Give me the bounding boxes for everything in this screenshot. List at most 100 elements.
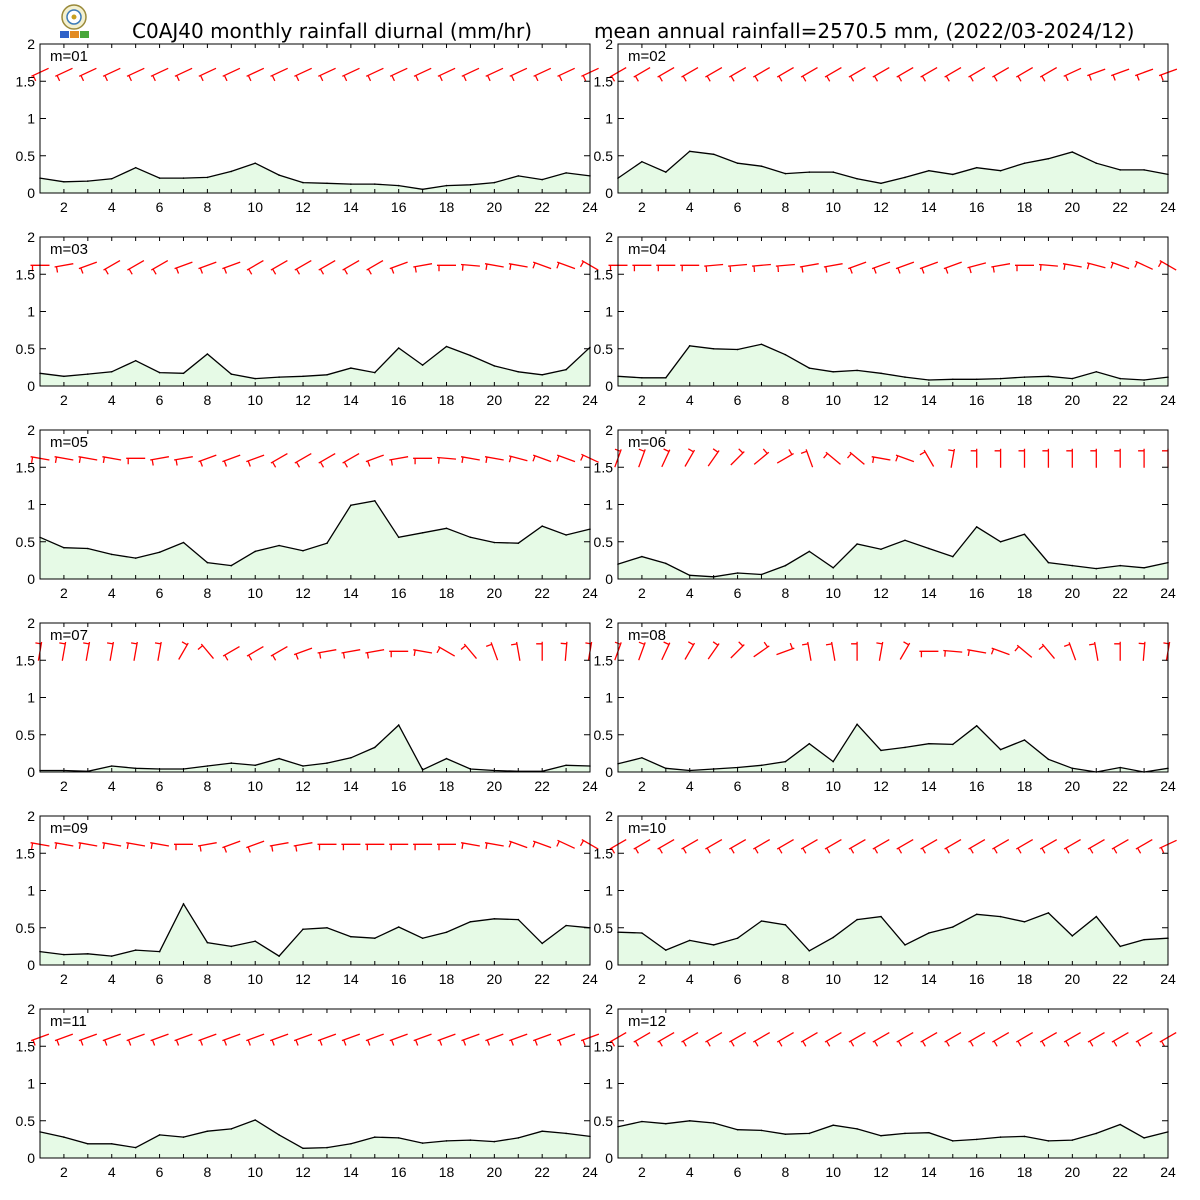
x-tick-label: 18 xyxy=(439,585,455,601)
wind-barb xyxy=(1066,448,1073,468)
data-point xyxy=(975,378,978,381)
wind-barb xyxy=(365,843,385,851)
data-point xyxy=(736,572,739,574)
data-point xyxy=(134,949,137,951)
data-point xyxy=(641,160,643,163)
x-tick-label: 10 xyxy=(825,585,841,601)
rainfall-line xyxy=(40,724,591,772)
plot-frame xyxy=(39,622,591,773)
x-tick-label: 14 xyxy=(343,1164,359,1180)
wind-barb xyxy=(944,839,962,854)
panel-label: m=09 xyxy=(50,820,88,837)
x-tick-label: 22 xyxy=(1112,392,1128,408)
wind-barb xyxy=(294,67,312,82)
wind-barb xyxy=(1114,641,1121,661)
wind-barb xyxy=(728,839,747,854)
x-tick-label: 6 xyxy=(156,392,164,408)
wind-barb xyxy=(222,1033,241,1046)
wind-barb xyxy=(270,67,288,82)
data-point xyxy=(87,1143,89,1145)
data-point xyxy=(374,183,376,185)
y-tick-label: 1 xyxy=(27,690,35,706)
data-point xyxy=(1047,1140,1050,1142)
y-tick-label: 0 xyxy=(605,764,613,780)
data-point xyxy=(350,183,352,185)
data-point xyxy=(206,561,209,564)
wind-barb xyxy=(967,649,987,657)
wind-barb xyxy=(509,67,528,82)
x-tick-label: 6 xyxy=(734,778,742,794)
wind-barb xyxy=(943,261,962,274)
data-point xyxy=(517,175,520,177)
x-tick-label: 16 xyxy=(391,199,407,215)
data-point xyxy=(1143,169,1145,171)
data-point xyxy=(541,1130,543,1132)
x-tick-label: 24 xyxy=(582,392,598,408)
y-tick-label: 1.5 xyxy=(594,73,614,89)
y-tick-label: 0 xyxy=(27,185,35,201)
wind-barb xyxy=(342,67,360,82)
y-tick-label: 1.5 xyxy=(16,73,36,89)
wind-barb xyxy=(633,1032,651,1047)
y-tick-label: 2 xyxy=(605,615,613,631)
data-point xyxy=(736,937,739,939)
data-point xyxy=(1047,912,1050,914)
data-point xyxy=(665,949,667,951)
wind-barb xyxy=(1138,448,1145,468)
wind-barb xyxy=(413,67,432,82)
wind-barb xyxy=(1062,263,1082,271)
x-tick-label: 24 xyxy=(582,778,598,794)
rainfall-line xyxy=(617,1120,1169,1142)
data-point xyxy=(182,1136,185,1138)
wind-barb xyxy=(102,456,122,464)
y-tick-label: 2 xyxy=(27,808,35,824)
data-point xyxy=(641,555,643,558)
x-tick-label: 16 xyxy=(391,585,407,601)
wind-barb xyxy=(705,67,723,82)
wind-barb xyxy=(154,641,162,661)
y-tick-label: 0 xyxy=(605,1150,613,1166)
wind-barb xyxy=(776,449,794,464)
y-tick-label: 1.5 xyxy=(594,652,614,668)
wind-barb xyxy=(532,1033,552,1046)
x-tick-label: 14 xyxy=(921,199,937,215)
data-point xyxy=(302,181,304,184)
y-tick-label: 1 xyxy=(27,497,35,513)
data-point xyxy=(517,371,520,373)
x-tick-label: 4 xyxy=(686,971,694,987)
x-tick-label: 10 xyxy=(247,971,263,987)
wind-barb xyxy=(389,67,408,82)
data-point xyxy=(158,177,161,179)
y-tick-label: 0 xyxy=(27,378,35,394)
wind-barb xyxy=(510,641,521,661)
rainfall-line xyxy=(39,1119,591,1149)
data-point xyxy=(880,548,882,550)
x-tick-label: 2 xyxy=(638,199,646,215)
x-tick-label: 24 xyxy=(1160,392,1176,408)
data-point xyxy=(206,1130,209,1132)
y-tick-label: 1 xyxy=(27,1076,35,1092)
wind-barb xyxy=(824,839,842,854)
data-point xyxy=(63,375,65,378)
panel-label: m=12 xyxy=(628,1013,666,1030)
data-point xyxy=(832,371,834,373)
y-tick-label: 0.5 xyxy=(16,341,36,357)
data-point xyxy=(1023,739,1026,741)
wind-barb xyxy=(800,449,814,468)
y-tick-label: 0.5 xyxy=(16,148,36,164)
data-point xyxy=(832,171,834,173)
wind-barb xyxy=(293,842,313,852)
wind-barb xyxy=(1015,67,1034,82)
wind-barb xyxy=(847,261,867,274)
data-point xyxy=(665,377,667,379)
wind-barb xyxy=(684,641,696,660)
data-point xyxy=(736,348,739,351)
data-point xyxy=(565,368,567,371)
x-tick-label: 6 xyxy=(734,971,742,987)
wind-barb xyxy=(799,263,819,273)
data-point xyxy=(808,550,811,553)
wind-barb xyxy=(126,67,145,82)
data-point xyxy=(110,553,113,556)
data-point xyxy=(688,939,691,942)
data-point xyxy=(421,364,424,366)
